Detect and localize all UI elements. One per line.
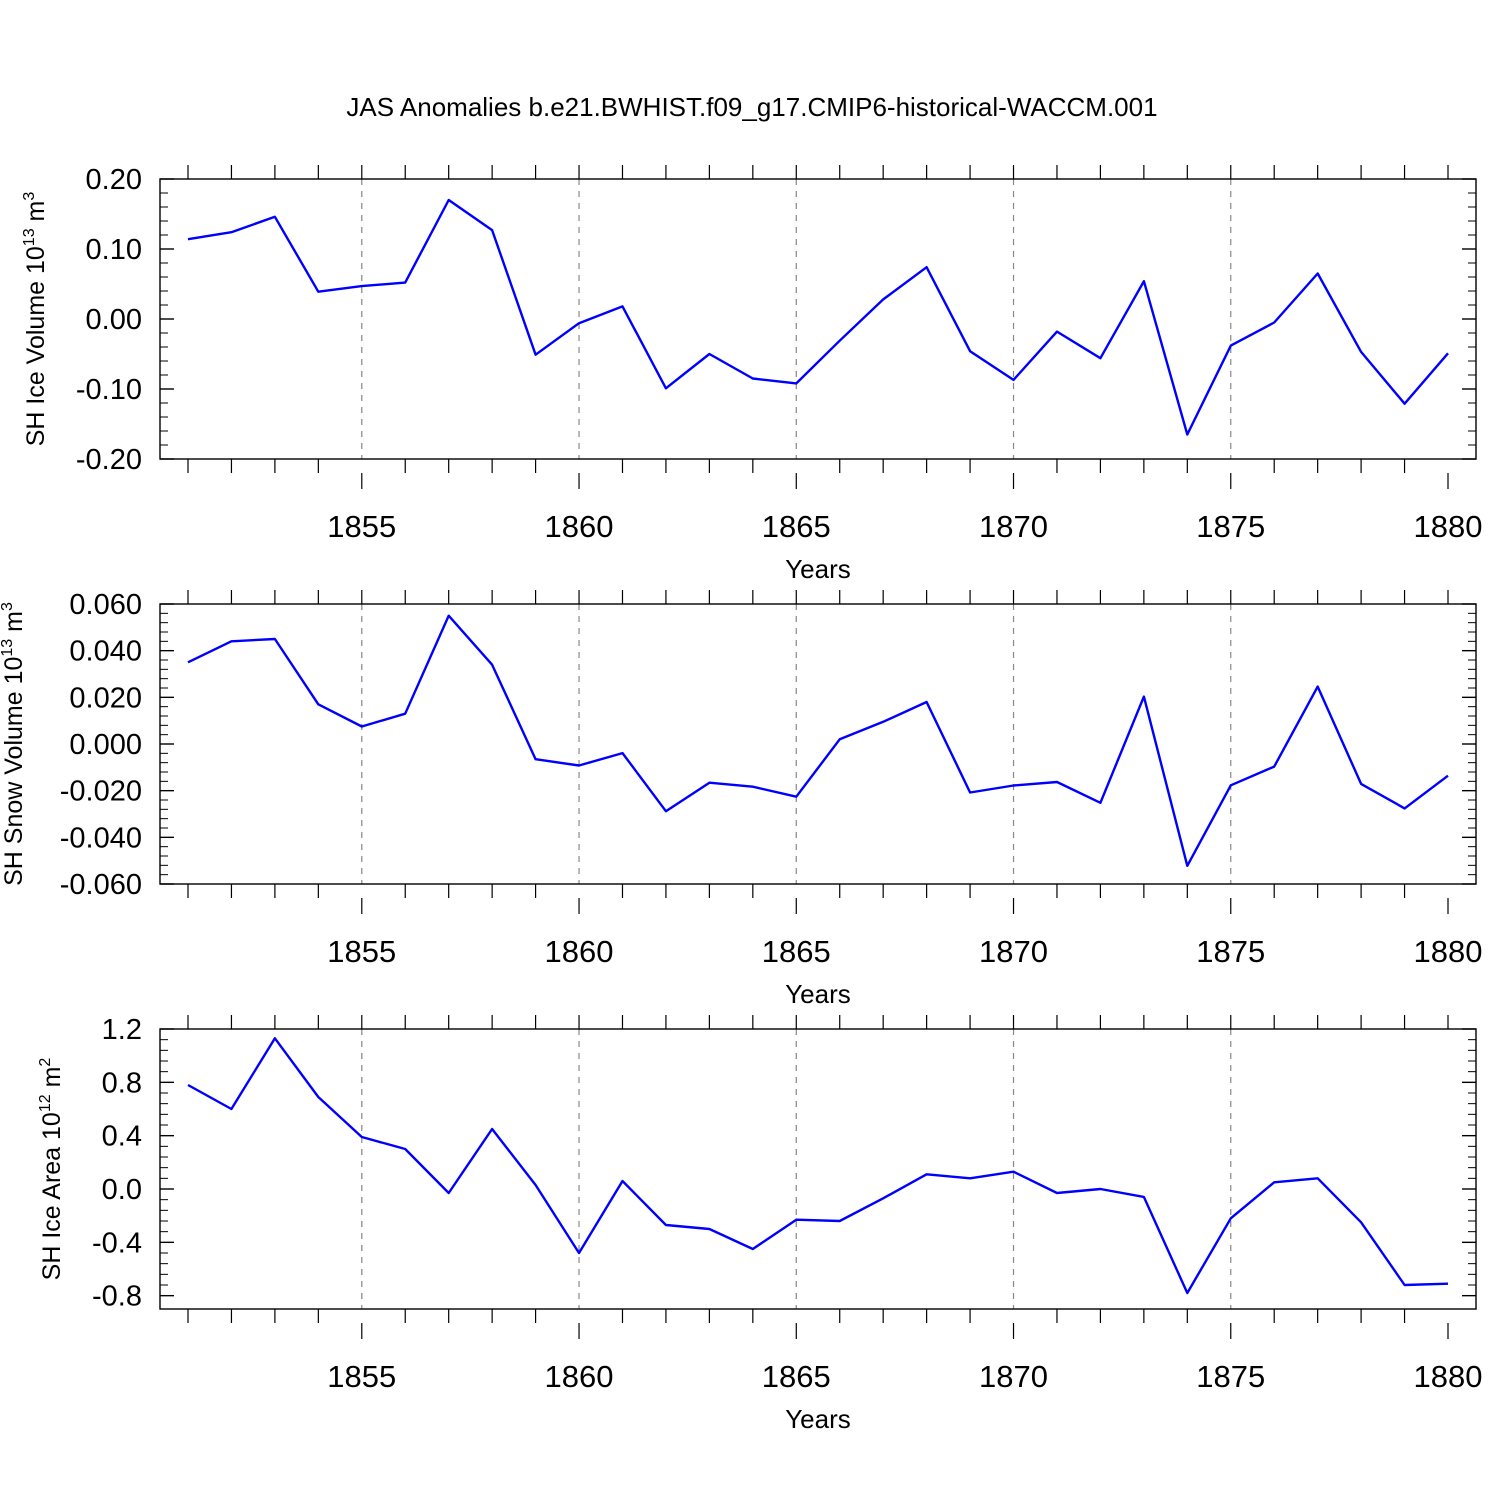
- y-axis-label: SH Ice Volume 1013 m3: [21, 192, 50, 447]
- series-line: [187, 614, 1449, 867]
- x-tick-label: 1880: [1414, 509, 1483, 544]
- y-axis-label: SH Snow Volume 1013 m3: [0, 602, 28, 886]
- y-tick-label: 0.020: [69, 682, 142, 714]
- panel-1: 0.20 0.10 0.00 -0.10 -0.20 1855 1860 1865 1870 18…: [21, 164, 1482, 584]
- y-tick-label: 0.4: [102, 1121, 142, 1153]
- series-line: [187, 198, 1449, 436]
- plot-frame: [159, 1028, 1477, 1310]
- x-tick-label: 1860: [545, 934, 614, 969]
- y-tick-label: -0.20: [76, 444, 142, 476]
- x-tick-label: 1880: [1414, 934, 1483, 969]
- x-tick-label: 1855: [327, 1359, 396, 1394]
- x-tick-label: 1870: [979, 1359, 1048, 1394]
- y-tick-label: 0.000: [69, 729, 142, 761]
- y-tick-label: -0.8: [92, 1281, 142, 1313]
- series-line: [187, 1037, 1449, 1295]
- chart-title: JAS Anomalies b.e21.BWHIST.f09_g17.CMIP6…: [346, 92, 1157, 122]
- y-tick-label: 0.00: [86, 304, 142, 336]
- x-tick-label: 1870: [979, 509, 1048, 544]
- y-tick-label: 0.20: [86, 164, 142, 196]
- y-tick-label: -0.4: [92, 1227, 142, 1259]
- x-tick-label: 1860: [545, 509, 614, 544]
- y-tick-label: -0.060: [60, 869, 142, 901]
- x-tick-label: 1870: [979, 934, 1048, 969]
- x-tick-label: 1875: [1196, 509, 1265, 544]
- x-tick-label: 1855: [327, 934, 396, 969]
- y-tick-label: 0.8: [102, 1067, 142, 1099]
- y-tick-label: 0.0: [102, 1174, 142, 1206]
- x-tick-label: 1875: [1196, 934, 1265, 969]
- y-tick-label: 0.040: [69, 636, 142, 668]
- y-tick-label: 0.10: [86, 234, 142, 266]
- x-axis-label: Years: [785, 554, 851, 584]
- x-tick-label: 1865: [762, 934, 831, 969]
- x-tick-label: 1865: [762, 1359, 831, 1394]
- y-tick-label: 1.2: [102, 1014, 142, 1046]
- panel-3: 1.2 0.8 0.4 0.0 -0.4 -0.8 1855 1860 1865 1870 1875…: [37, 1014, 1482, 1434]
- panel-2: 0.060 0.040 0.020 0.000 -0.020 -0.040 -0.060 18…: [0, 589, 1482, 1009]
- x-axis-label: Years: [785, 1404, 851, 1434]
- x-tick-label: 1865: [762, 509, 831, 544]
- y-tick-label: -0.10: [76, 374, 142, 406]
- y-tick-label: -0.040: [60, 822, 142, 854]
- y-tick-label: 0.060: [69, 589, 142, 621]
- x-tick-label: 1880: [1414, 1359, 1483, 1394]
- x-axis-label: Years: [785, 979, 851, 1009]
- x-tick-label: 1875: [1196, 1359, 1265, 1394]
- y-axis-label: SH Ice Area 1012 m2: [37, 1058, 66, 1281]
- y-tick-label: -0.020: [60, 776, 142, 808]
- x-tick-label: 1855: [327, 509, 396, 544]
- x-tick-label: 1860: [545, 1359, 614, 1394]
